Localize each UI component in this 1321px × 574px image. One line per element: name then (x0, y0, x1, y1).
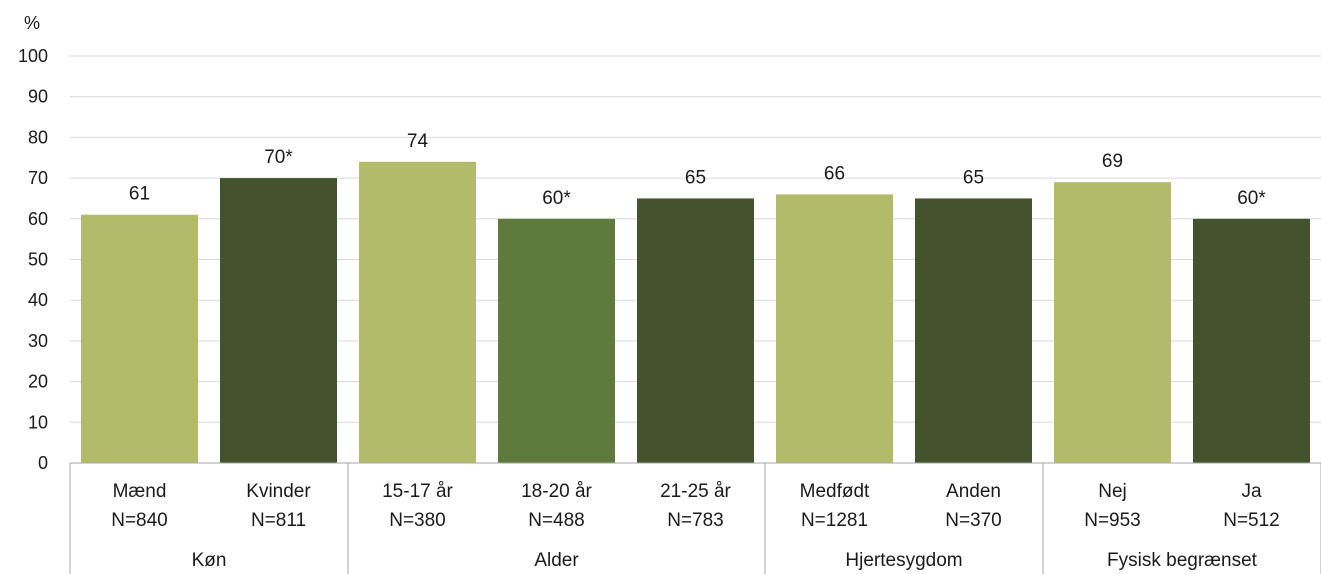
data-label: 69 (1102, 151, 1123, 172)
bar (1193, 218, 1310, 463)
x-category-n-label: N=380 (389, 510, 446, 531)
bar (359, 161, 476, 463)
y-axis-unit-label: % (24, 13, 40, 33)
bars (81, 161, 1310, 464)
x-category-label: 18-20 år (521, 481, 592, 502)
x-group-label: Køn (192, 550, 227, 571)
x-category-label: Kvinder (246, 481, 311, 502)
x-category-n-label: N=1281 (801, 510, 868, 531)
y-tick-label: 30 (28, 331, 48, 351)
y-tick-label: 100 (18, 46, 48, 66)
y-axis-ticks: 0 10 20 30 40 50 60 70 80 90 100 (18, 46, 48, 473)
x-axis: Mænd N=840 Kvinder N=811 15-17 år N=380 18-20 … (69, 462, 1321, 574)
x-category-n-label: N=783 (667, 510, 724, 531)
x-category-n-label: N=512 (1223, 510, 1280, 531)
x-category-label: Nej (1098, 481, 1127, 502)
y-tick-label: 60 (28, 209, 48, 229)
y-tick-label: 40 (28, 290, 48, 310)
x-group-label: Alder (534, 550, 579, 571)
data-label: 61 (129, 184, 150, 205)
y-tick-label: 80 (28, 127, 48, 147)
y-tick-label: 50 (28, 250, 48, 270)
x-category-n-label: N=370 (945, 510, 1002, 531)
y-tick-label: 70 (28, 168, 48, 188)
data-labels: 61 70* 74 60* 65 66 65 69 60* (129, 131, 1266, 209)
data-label: 65 (963, 167, 984, 188)
x-category-label: Medfødt (800, 481, 870, 502)
bar (637, 198, 754, 463)
data-label: 70* (264, 147, 293, 168)
x-group-label: Hjertesygdom (845, 550, 962, 571)
x-category-label: 15-17 år (382, 481, 453, 502)
y-tick-label: 0 (38, 453, 48, 473)
x-category-label: Ja (1241, 481, 1262, 502)
y-tick-label: 20 (28, 372, 48, 392)
x-group-label: Fysisk begrænset (1107, 550, 1258, 571)
x-category-n-label: N=953 (1084, 510, 1141, 531)
data-label: 60* (1237, 188, 1266, 209)
x-category-n-label: N=811 (251, 510, 306, 531)
data-label: 74 (407, 131, 429, 152)
y-tick-label: 90 (28, 87, 48, 107)
x-category-label: 21-25 år (660, 481, 731, 502)
data-label: 60* (542, 188, 571, 209)
bar (776, 194, 893, 463)
data-label: 66 (824, 163, 845, 184)
x-category-n-label: N=840 (111, 510, 168, 531)
x-category-n-label: N=488 (528, 510, 585, 531)
data-label: 65 (685, 167, 706, 188)
bar (81, 214, 198, 463)
bar (220, 178, 337, 463)
bar (1054, 182, 1171, 464)
y-tick-label: 10 (28, 412, 48, 432)
x-category-label: Anden (946, 481, 1001, 502)
bar (915, 198, 1032, 463)
bar (498, 218, 615, 463)
x-category-label: Mænd (113, 481, 167, 502)
